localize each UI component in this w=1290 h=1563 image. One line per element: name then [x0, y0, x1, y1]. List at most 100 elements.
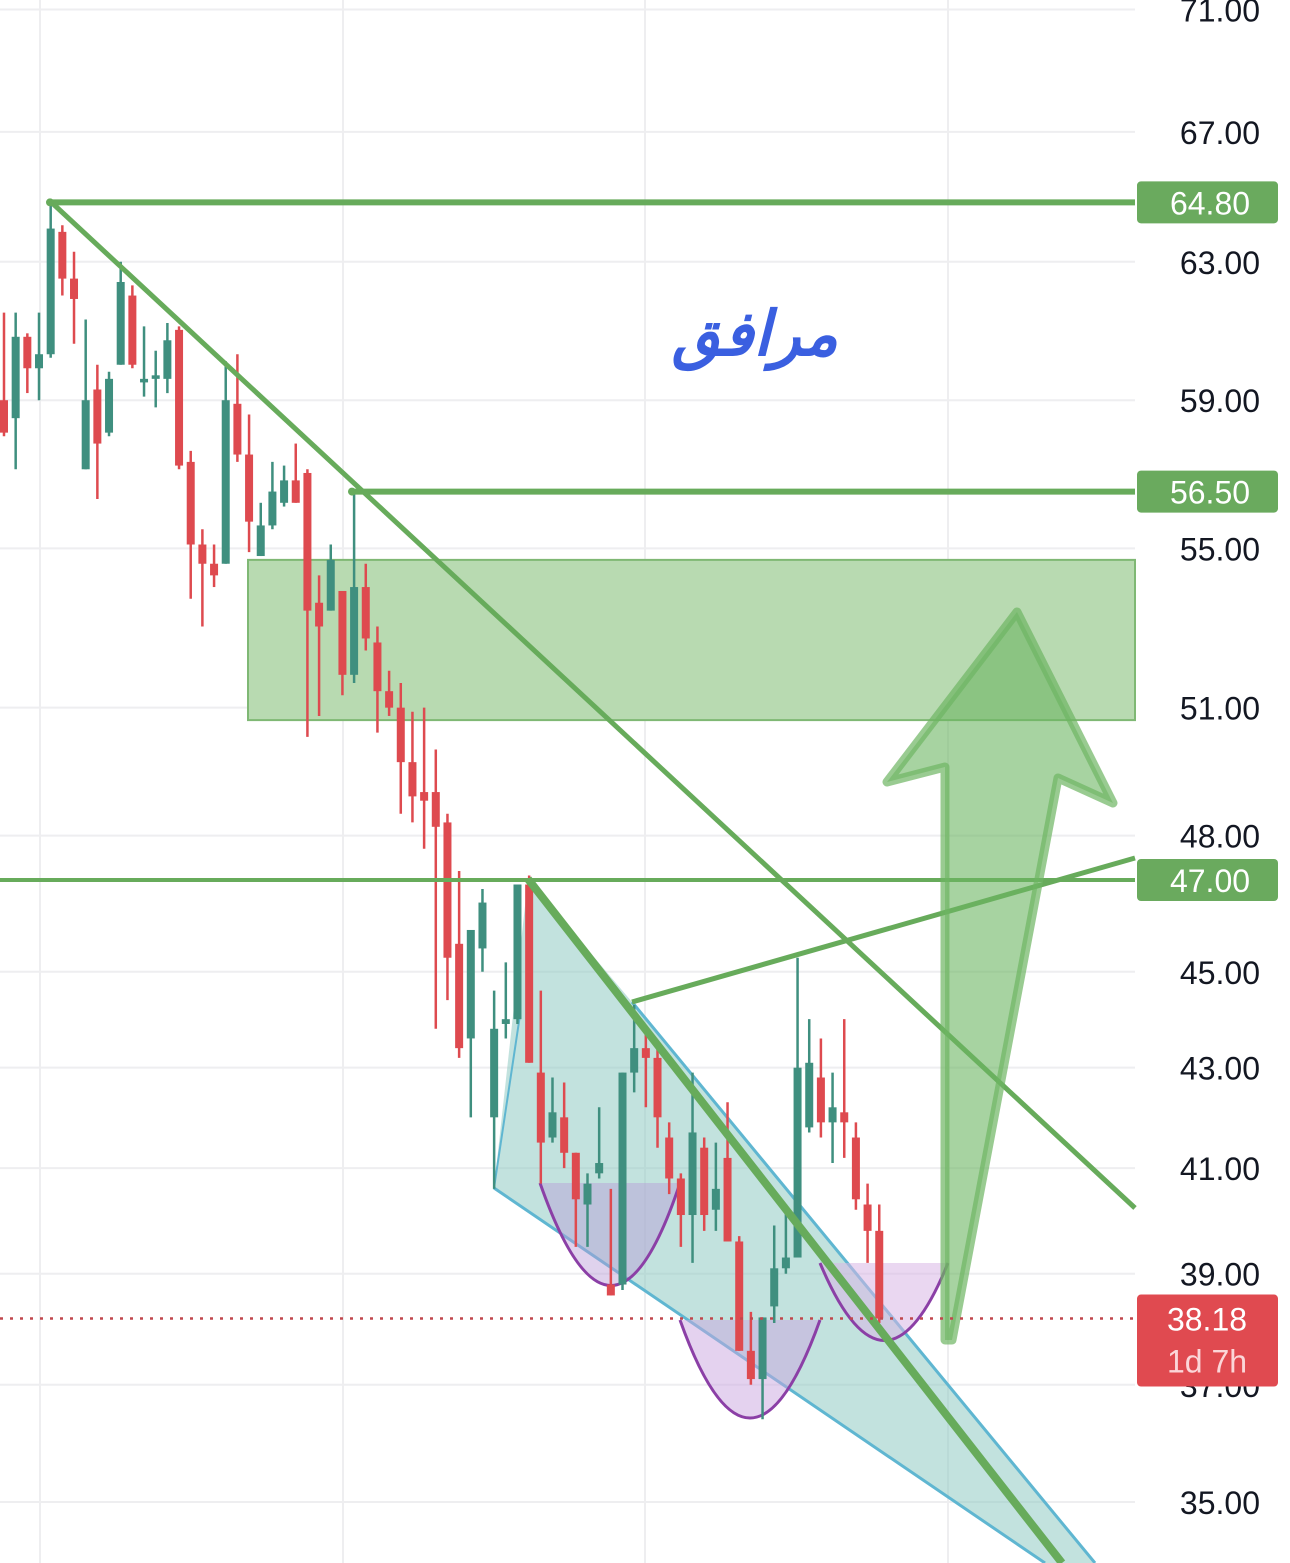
candle-body [373, 642, 382, 692]
level-badge [1137, 181, 1278, 224]
candle [315, 575, 324, 716]
candle [361, 563, 370, 651]
candle-body [466, 929, 475, 1039]
candle [665, 1122, 674, 1195]
candle [256, 502, 265, 557]
candle-body [688, 1132, 697, 1216]
candle [163, 322, 172, 394]
y-tick-label: 39.00 [1180, 1257, 1260, 1293]
candle-body [291, 480, 300, 503]
candle-body [338, 590, 347, 675]
candle-body [875, 1230, 884, 1319]
candle [478, 888, 487, 972]
level-anchor[interactable] [46, 198, 54, 207]
candle [560, 1082, 569, 1169]
candle [431, 749, 440, 1029]
candle [735, 1236, 744, 1351]
candle-body [746, 1350, 755, 1380]
y-tick-label: 43.00 [1180, 1051, 1260, 1087]
candle [501, 962, 510, 1039]
candle [93, 364, 102, 500]
candles [0, 202, 884, 1420]
candle-body [175, 329, 184, 466]
candle [385, 670, 394, 716]
candle-body [501, 1019, 510, 1024]
candle [245, 414, 254, 553]
candle [396, 682, 405, 814]
wedge-left-edge[interactable] [493, 1014, 521, 1189]
candle-body [770, 1268, 779, 1307]
candle [828, 1072, 837, 1164]
candle-body [361, 587, 370, 639]
candle [338, 590, 347, 696]
candle-body [221, 400, 230, 564]
candle-body [478, 902, 487, 949]
candle-body [490, 1028, 499, 1118]
candle-body [268, 491, 277, 526]
candle [805, 1019, 814, 1133]
candle-body [443, 822, 452, 958]
candle-body [408, 762, 417, 797]
candle [221, 361, 230, 564]
candle-body [723, 1157, 732, 1242]
candle [198, 529, 207, 627]
candle-body [326, 559, 335, 611]
candle-body [151, 375, 160, 379]
price-axis[interactable]: 71.00 67.00 63.00 59.00 55.00 51.00 48.00 45.00… [1180, 0, 1260, 1521]
candle-body [198, 544, 207, 564]
y-tick-label: 55.00 [1180, 531, 1260, 567]
last-price-value: 38.18 [1167, 1302, 1247, 1338]
cup-curve-2[interactable] [678, 1319, 822, 1420]
candle [536, 990, 545, 1184]
candle [280, 465, 289, 507]
candle-body [618, 1072, 627, 1285]
y-tick-label: 48.00 [1180, 819, 1260, 855]
level-badge-label: 64.80 [1170, 185, 1250, 221]
candle [58, 225, 67, 296]
candle-body [128, 295, 137, 365]
level-badge-label: 47.00 [1170, 863, 1250, 899]
candle-body [840, 1112, 849, 1123]
level-badge-label: 56.50 [1170, 475, 1250, 511]
candle [70, 251, 79, 344]
candle [23, 333, 32, 394]
candle [11, 312, 20, 470]
candle-body [711, 1188, 720, 1210]
last-price-badge-bg [1137, 1294, 1278, 1387]
candle-body [116, 281, 125, 365]
candle-body [245, 454, 254, 522]
candle-body [58, 231, 67, 279]
bar-countdown: 1d 7h [1167, 1344, 1247, 1380]
candle-body [93, 389, 102, 444]
level-anchor[interactable] [348, 487, 356, 496]
candle [175, 326, 184, 470]
candle [116, 261, 125, 365]
candle-body [653, 1057, 662, 1118]
candle [46, 202, 55, 358]
candle-body [536, 1072, 545, 1143]
candle-body [863, 1204, 872, 1231]
candle-body [23, 336, 32, 369]
candle [455, 871, 464, 1058]
y-tick-label: 35.00 [1180, 1485, 1260, 1521]
candle-body [525, 884, 534, 1063]
candle-body [70, 278, 79, 299]
candle [840, 1019, 849, 1158]
candle [758, 1317, 767, 1420]
candle-body [233, 403, 242, 455]
candle [350, 491, 359, 683]
wedge-resistance-line[interactable] [524, 876, 1066, 1563]
candle-body [315, 602, 324, 627]
candle [420, 707, 429, 849]
up-arrow-drawing[interactable] [882, 607, 1118, 1345]
candle [210, 544, 219, 588]
candle [513, 884, 522, 1024]
candle [443, 813, 452, 1001]
candle [875, 1204, 884, 1323]
candle [595, 1107, 604, 1179]
candle [0, 312, 8, 437]
level-badge [1137, 470, 1278, 513]
candle-body [816, 1077, 825, 1123]
